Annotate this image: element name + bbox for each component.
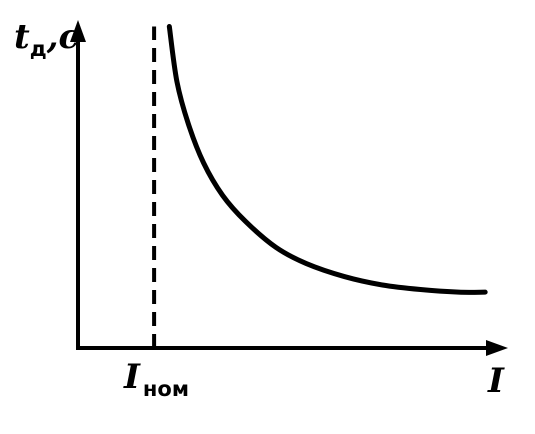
series-line: [166, 23, 488, 295]
y-axis-arrow: [70, 20, 86, 42]
x-axis-arrow: [486, 340, 508, 356]
x-axis-label: I: [487, 361, 505, 401]
y-axis-label: tд,c: [14, 17, 80, 61]
